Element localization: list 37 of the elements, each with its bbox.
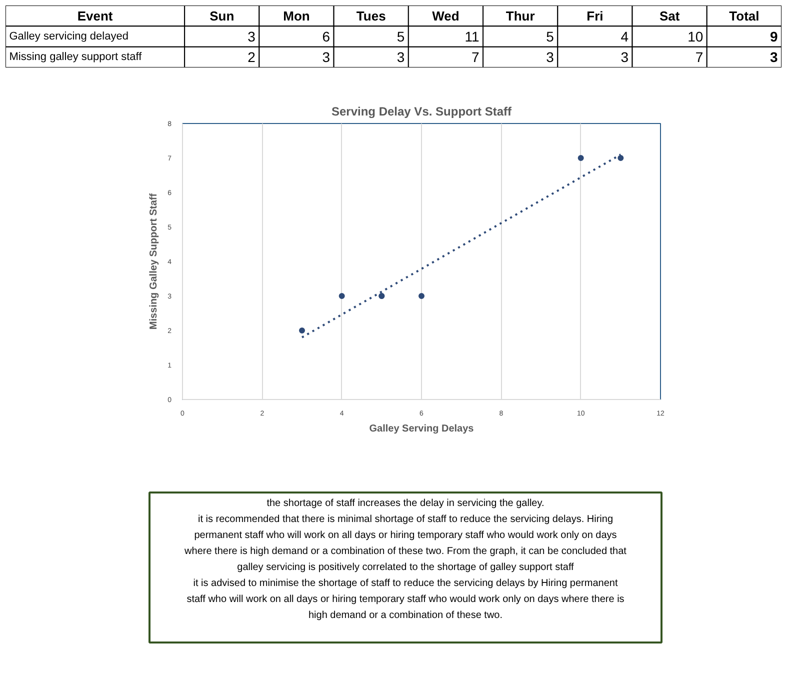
text: 3 — [396, 49, 405, 66]
text: it is advised to minimise the shortage of staff to reduce the servicing delays by Hiring permanent staff who will work on all days or hiring temporary staff who would work only on days where there is high demand or a combination of these two. — [186, 578, 624, 621]
text: Tues — [356, 8, 386, 24]
text: 11 — [464, 28, 480, 44]
text: Galley servicing delayed — [9, 30, 128, 42]
text: 9 — [770, 28, 778, 44]
text: 5 — [546, 28, 554, 44]
text: the shortage of staff increases the delay in servicing the galley. — [266, 498, 544, 510]
text: 2 — [248, 49, 256, 66]
text: Wed — [432, 8, 460, 24]
point — [338, 293, 345, 299]
point — [418, 293, 424, 299]
text: Event — [77, 8, 114, 24]
text: 7 — [472, 49, 480, 66]
text: 10 — [688, 28, 704, 44]
text: Total — [729, 8, 760, 24]
text: 7 — [695, 49, 704, 66]
text: Sat — [659, 8, 680, 24]
text: 5 — [396, 28, 405, 44]
chart-title: Serving Delay Vs. Support Staff — [331, 104, 513, 118]
point — [578, 155, 584, 161]
text: 3 — [546, 49, 554, 66]
text: 3 — [770, 49, 778, 66]
text: 3 — [322, 49, 330, 66]
text: Mon — [283, 8, 310, 24]
x-axis-title: Galley Serving Delays — [369, 424, 474, 434]
text: 3 — [248, 28, 256, 44]
text: Missing galley support staff — [9, 51, 143, 64]
text: Sun — [210, 8, 234, 24]
point — [299, 328, 305, 334]
y-axis-title: Missing Galley Support Staff — [148, 192, 160, 330]
text: Fri — [586, 8, 604, 24]
point — [618, 155, 624, 161]
text: Thur — [506, 8, 535, 24]
text: 3 — [620, 49, 629, 66]
text: 4 — [620, 28, 629, 44]
text: 6 — [322, 28, 330, 44]
